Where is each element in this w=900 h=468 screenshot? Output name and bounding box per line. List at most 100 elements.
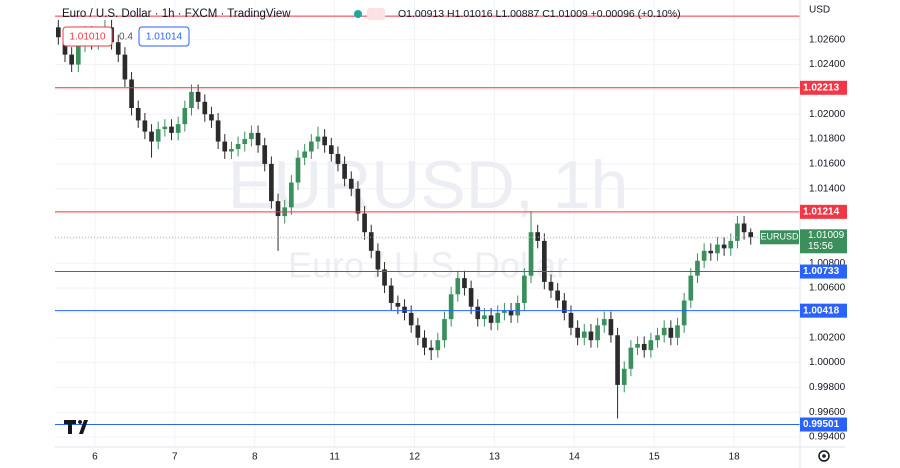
level-tag-label: 0.99501 — [803, 419, 840, 430]
settings-icon[interactable] — [818, 450, 830, 462]
candle-body — [488, 315, 494, 323]
candle-body — [568, 312, 574, 328]
candle-body — [289, 182, 294, 208]
candle-body — [462, 278, 467, 289]
candle-body — [269, 163, 274, 202]
candle-body — [581, 331, 587, 338]
candle-body — [388, 285, 394, 303]
candle-body — [75, 44, 81, 65]
candle-body — [455, 278, 461, 295]
buy-button[interactable] — [138, 26, 190, 47]
candle-body — [215, 120, 221, 142]
candle-body — [688, 275, 694, 301]
x-tick-label: 12 — [409, 452, 421, 463]
candle-body — [608, 319, 614, 336]
candle-body — [382, 269, 387, 286]
symbol-tag-label: EURUSD — [760, 232, 799, 242]
candle-body — [235, 144, 241, 149]
candle-body — [342, 163, 347, 179]
watermark-symbol: EURUSD, 1h — [228, 147, 629, 223]
candle-body — [675, 325, 680, 338]
candle-body — [708, 250, 714, 254]
candle-body — [721, 244, 727, 249]
candle-body — [468, 288, 474, 307]
candle-body — [548, 281, 554, 291]
candle-body — [601, 319, 607, 326]
y-tick-label: 0.99600 — [809, 407, 846, 418]
candle-body — [701, 250, 707, 261]
level-tag-label: 1.00733 — [803, 266, 840, 277]
countdown: 15:56 — [808, 241, 833, 252]
candle-body — [515, 302, 521, 316]
x-tick-label: 14 — [569, 452, 581, 463]
candle-body — [275, 201, 281, 217]
symbol-tag — [760, 230, 799, 245]
y-tick-label: 1.00200 — [809, 332, 846, 343]
candle-body — [448, 294, 454, 320]
candle-body — [475, 306, 481, 320]
last-price-tag — [800, 229, 847, 254]
watermark: EURUSD, 1h Euro / U.S. Dollar — [228, 147, 629, 286]
symbol-title: Euro / U.S. Dollar · 1h · FXCM · Trading… — [62, 8, 291, 20]
candle-body — [115, 42, 121, 55]
spread: 0.4 — [119, 32, 133, 43]
candle-body — [222, 141, 228, 152]
status-badge — [367, 8, 385, 20]
x-tick-label: 6 — [92, 452, 98, 463]
candle-body — [322, 136, 327, 146]
buy-price[interactable]: 1.01014 — [146, 32, 183, 43]
candle-body — [69, 54, 74, 65]
candle-body — [435, 340, 441, 351]
sell-button[interactable] — [62, 26, 113, 47]
candle-body — [375, 250, 381, 270]
candle-body — [175, 124, 181, 133]
candle-body — [482, 315, 487, 320]
candle-body — [428, 347, 434, 351]
axis-unit: USD — [809, 5, 830, 16]
candle-body — [242, 139, 248, 145]
grid — [55, 0, 800, 447]
candle-body — [621, 368, 627, 385]
candle-body — [129, 79, 134, 109]
candle-body — [169, 126, 174, 133]
plot-area — [55, 0, 800, 447]
candle-body — [209, 114, 214, 121]
candle-body — [182, 108, 188, 125]
sell-price[interactable]: 1.01010 — [69, 32, 106, 43]
candle-body — [348, 178, 354, 189]
candle-body — [588, 331, 594, 341]
candle-body — [648, 340, 654, 351]
candle-body — [308, 141, 314, 152]
candle-body — [442, 319, 447, 341]
candle-body — [628, 347, 634, 369]
x-tick-label: 18 — [729, 452, 741, 463]
candle-body — [748, 232, 754, 238]
candle-body — [695, 260, 700, 276]
level-tag-label: 1.00418 — [803, 305, 840, 316]
y-tick-label: 1.00000 — [809, 357, 846, 368]
candle-body — [595, 325, 600, 341]
candle-body — [122, 54, 128, 80]
candle-body — [422, 337, 427, 348]
y-tick-label: 1.00800 — [809, 258, 846, 269]
candle-body — [229, 149, 234, 152]
candle-body — [635, 343, 640, 348]
candle-body — [415, 325, 421, 338]
candle-body — [402, 306, 407, 313]
candle-body — [362, 213, 367, 233]
candle-body — [195, 91, 201, 102]
x-tick-label: 15 — [649, 452, 661, 463]
candle-body — [502, 310, 507, 313]
candle-body — [262, 145, 268, 164]
y-tick-label: 1.01600 — [809, 159, 846, 170]
level-tag — [800, 303, 847, 318]
candle-body — [495, 312, 501, 323]
y-tick-label: 1.01800 — [809, 134, 846, 145]
candle-body — [615, 335, 620, 385]
candle-body — [728, 240, 734, 249]
candle-body — [162, 126, 168, 130]
status-dot — [354, 10, 362, 18]
candle-body — [189, 91, 194, 109]
candle-body — [641, 343, 647, 351]
